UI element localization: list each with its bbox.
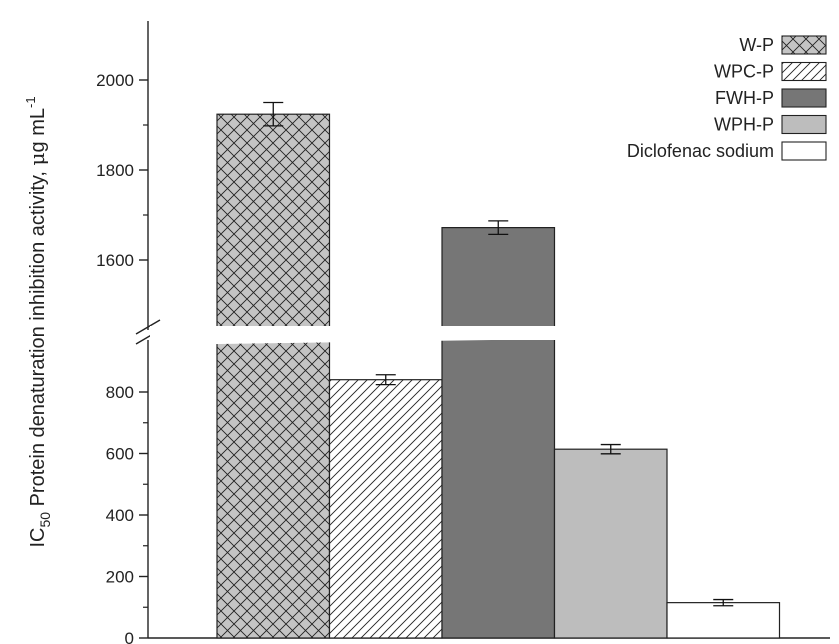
legend-label: W-P — [739, 35, 774, 55]
y-tick-label: 400 — [106, 506, 134, 525]
legend-item-w-p: W-P — [739, 35, 827, 55]
bars — [150, 101, 830, 639]
error-bar-fwh-p — [488, 220, 509, 236]
y-tick-label: 1800 — [96, 161, 134, 180]
error-bar-diclofenac-sodium — [713, 598, 734, 607]
legend-label: WPC-P — [714, 62, 774, 82]
y-tick-label: 600 — [106, 445, 134, 464]
bar-wph-p — [553, 448, 668, 639]
y-tick-label: 1600 — [96, 251, 134, 270]
y-tick-label: 2000 — [96, 71, 134, 90]
y-tick-label: 800 — [106, 383, 134, 402]
legend-swatch — [781, 114, 827, 135]
legend-label: WPH-P — [714, 115, 774, 135]
legend-item-diclofenac-sodium: Diclofenac sodium — [627, 141, 827, 161]
axis-break-mark — [135, 319, 161, 335]
legend: W-P WPC-P FWH-P WPH-P Diclofenac sodium — [627, 35, 827, 161]
legend-swatch — [781, 88, 827, 108]
y-axis-title: IC50 Protein denaturation inhibition act… — [23, 96, 53, 547]
bar-w-p — [216, 113, 331, 639]
axis-break-mask — [150, 326, 830, 340]
y-tick-label: 200 — [106, 568, 134, 587]
error-bar-wph-p — [600, 443, 621, 455]
bar-diclofenac-sodium — [666, 602, 781, 639]
error-bar-w-p — [263, 101, 284, 127]
error-bar-wpc-p — [375, 374, 396, 386]
bar-fwh-p — [441, 227, 556, 639]
y-tick-label: 0 — [125, 629, 134, 644]
legend-swatch — [781, 141, 827, 161]
legend-item-wpc-p: WPC-P — [714, 61, 827, 82]
legend-item-wph-p: WPH-P — [714, 114, 827, 135]
legend-swatch — [781, 61, 827, 82]
legend-label: FWH-P — [715, 88, 774, 108]
bar-wpc-p — [328, 379, 443, 639]
legend-label: Diclofenac sodium — [627, 141, 774, 161]
legend-swatch — [781, 35, 827, 55]
legend-item-fwh-p: FWH-P — [715, 88, 827, 108]
